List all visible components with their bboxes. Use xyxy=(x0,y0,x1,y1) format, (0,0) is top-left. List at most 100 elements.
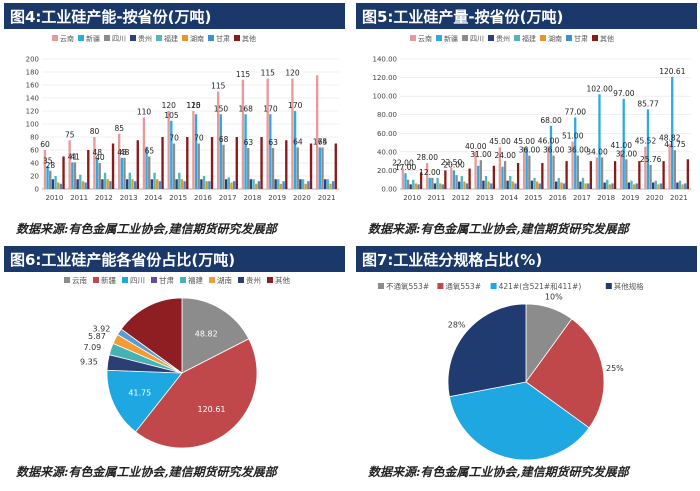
legend-swatch xyxy=(93,277,99,283)
bar xyxy=(123,157,126,189)
pie-slice xyxy=(134,338,258,449)
data-label: 64 xyxy=(318,137,328,146)
legend-label: 云南 xyxy=(60,34,74,43)
bar xyxy=(183,181,186,189)
bar xyxy=(205,181,208,189)
legend-label: 贵州 xyxy=(496,34,510,43)
bar xyxy=(571,141,574,189)
data-label: 80 xyxy=(90,127,100,136)
slice-label: 7.09 xyxy=(83,343,101,352)
legend-swatch xyxy=(209,277,215,283)
legend-label: 通氧553# xyxy=(445,281,481,291)
bar xyxy=(145,146,148,189)
bar xyxy=(579,181,582,189)
bar xyxy=(326,179,329,189)
bar xyxy=(111,143,115,189)
bar xyxy=(301,179,305,189)
bar xyxy=(62,156,65,189)
legend-swatch xyxy=(605,283,612,289)
legend-label: 福建 xyxy=(188,275,203,285)
bar xyxy=(216,91,220,189)
legend-label: 其他 xyxy=(242,34,256,43)
bar xyxy=(95,157,99,189)
bar xyxy=(431,177,434,189)
bar xyxy=(433,183,437,189)
source-note: 数据来源:有色金属工业协会,建信期货研究发展部 xyxy=(368,222,629,236)
bar xyxy=(178,172,181,189)
pie-slice xyxy=(447,303,527,398)
bar xyxy=(458,181,461,189)
bar xyxy=(644,146,647,189)
pie-slice xyxy=(181,297,250,374)
bar xyxy=(230,182,233,189)
panel-capacity-by-province: 图4:工业硅产能-按省份(万吨) 云南 新疆 四川 贵州 福建 湖南 甘肃 其他 0 20 40 60… xyxy=(4,3,345,243)
bar xyxy=(455,175,458,189)
legend-swatch xyxy=(462,35,468,41)
bar xyxy=(148,156,151,189)
bar xyxy=(659,183,663,189)
bar xyxy=(197,143,200,189)
bar xyxy=(555,181,558,189)
bar xyxy=(417,184,420,189)
bar xyxy=(309,143,313,189)
legend-label: 新疆 xyxy=(444,34,458,43)
data-label: 41.00 xyxy=(611,141,633,150)
data-label: 120 xyxy=(162,101,177,110)
x-tick-label: 2010 xyxy=(403,194,421,202)
bar xyxy=(662,161,665,189)
bar xyxy=(619,150,623,189)
bar xyxy=(401,168,405,189)
bar xyxy=(484,176,488,189)
bar xyxy=(492,165,496,189)
bar xyxy=(533,177,536,189)
data-label: 32.00 xyxy=(616,149,638,158)
bar xyxy=(321,147,324,189)
bar xyxy=(194,114,198,189)
data-label: 48 xyxy=(117,148,127,157)
data-label: 68.00 xyxy=(540,116,562,125)
bar xyxy=(167,111,170,189)
x-tick-label: 2011 xyxy=(70,194,88,202)
bar xyxy=(574,117,577,189)
bar xyxy=(525,147,528,189)
bar xyxy=(436,177,439,189)
data-label: 28.00 xyxy=(417,153,439,162)
legend-swatch xyxy=(436,35,442,41)
bar xyxy=(562,183,566,189)
y-tick-label: 120 xyxy=(26,108,39,116)
legend-label: 其他 xyxy=(275,275,290,285)
panel-capacity-share: 图6:工业硅产能各省份占比(万吨) 云南 新疆 四川 甘肃 福建 湖南 贵州 其他 48.82 1… xyxy=(4,246,345,486)
bar xyxy=(296,147,299,189)
bar xyxy=(269,114,272,189)
bar xyxy=(595,157,599,189)
data-label: 105 xyxy=(164,111,179,120)
bar xyxy=(54,176,57,189)
data-label: 63 xyxy=(268,138,278,147)
bar xyxy=(334,143,337,189)
bar xyxy=(589,161,593,189)
bar xyxy=(170,120,173,189)
bar xyxy=(450,168,453,189)
data-label: 175 xyxy=(313,137,328,146)
bar xyxy=(608,184,612,189)
data-label: 31.00 xyxy=(470,150,492,159)
x-tick-label: 2014 xyxy=(500,194,518,202)
x-tick-label: 2020 xyxy=(293,194,311,202)
legend-swatch xyxy=(182,35,188,41)
data-label: 77.00 xyxy=(565,108,587,117)
bar xyxy=(482,180,485,189)
x-tick-label: 2014 xyxy=(144,194,162,202)
data-label: 65 xyxy=(145,147,155,156)
bar xyxy=(318,147,322,189)
bar xyxy=(613,161,617,189)
bar xyxy=(252,179,255,189)
bar xyxy=(506,180,509,189)
x-tick-label: 2016 xyxy=(549,194,567,202)
bar xyxy=(136,140,139,189)
legend-swatch xyxy=(566,35,572,41)
bar xyxy=(538,183,541,189)
legend-label: 贵州 xyxy=(246,275,261,285)
bar xyxy=(477,165,480,189)
bar xyxy=(514,183,517,189)
panel-header: 图4:工业硅产能-按省份(万吨) xyxy=(4,3,345,29)
